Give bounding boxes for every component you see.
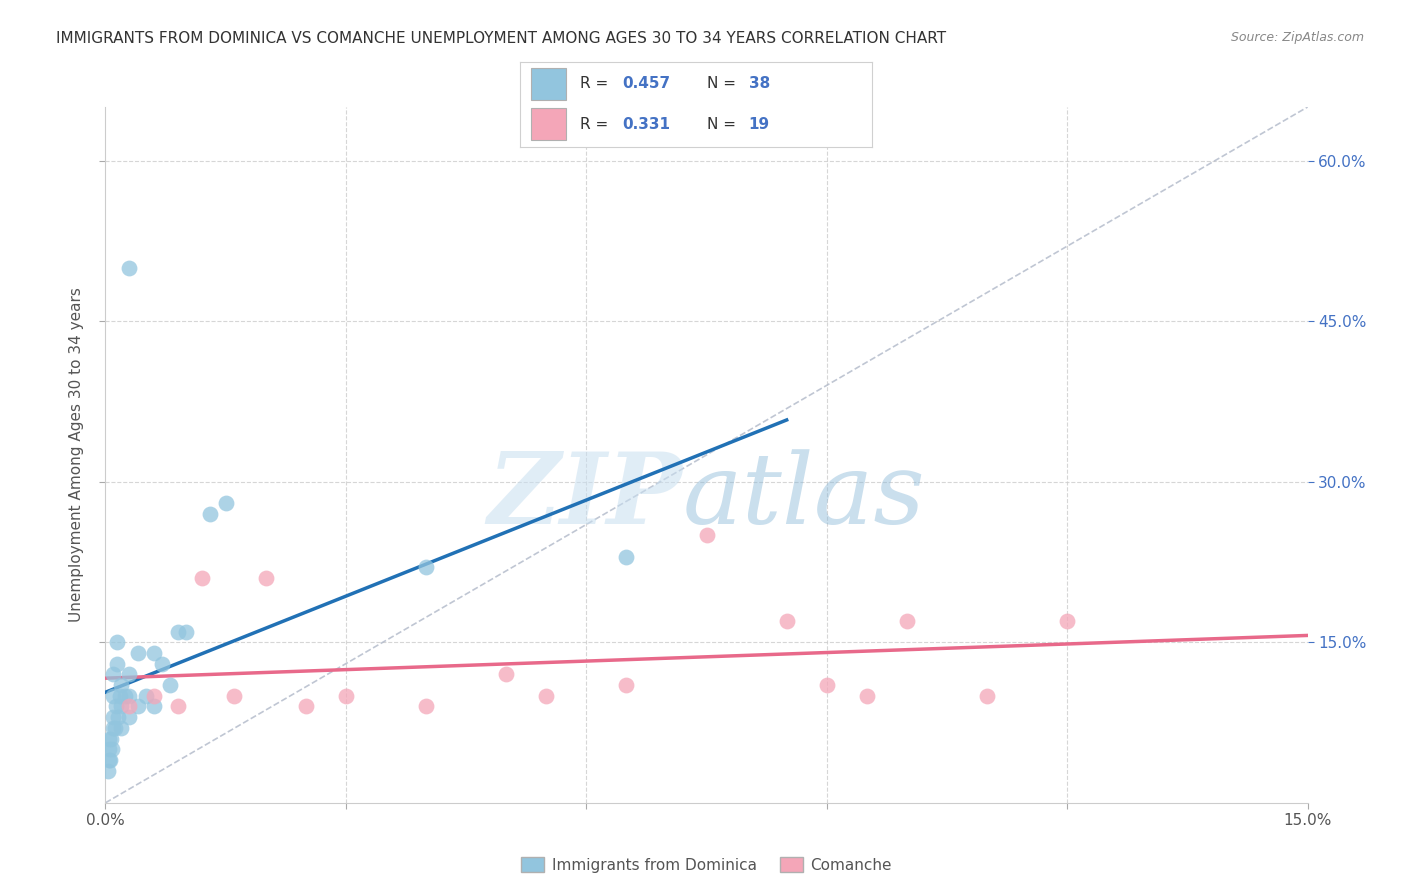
Bar — [531, 68, 565, 100]
Point — [107, 635, 129, 649]
Text: R =: R = — [581, 117, 613, 132]
Point — [415, 560, 437, 574]
Point — [815, 678, 838, 692]
Point — [415, 699, 437, 714]
Text: atlas: atlas — [682, 449, 925, 544]
Point — [166, 699, 188, 714]
Point — [776, 614, 799, 628]
Point — [855, 689, 877, 703]
Point — [114, 689, 136, 703]
Point — [97, 753, 120, 767]
Point — [142, 699, 165, 714]
Point — [616, 678, 638, 692]
Point — [110, 699, 132, 714]
Point — [104, 721, 127, 735]
Point — [101, 721, 124, 735]
Y-axis label: Unemployment Among Ages 30 to 34 years: Unemployment Among Ages 30 to 34 years — [69, 287, 84, 623]
Point — [118, 260, 141, 275]
Point — [98, 742, 121, 756]
Point — [118, 710, 141, 724]
Point — [142, 689, 165, 703]
Point — [118, 699, 141, 714]
Point — [150, 657, 173, 671]
Text: 38: 38 — [749, 76, 770, 91]
Text: Source: ZipAtlas.com: Source: ZipAtlas.com — [1230, 31, 1364, 45]
Point — [101, 742, 124, 756]
Point — [104, 699, 127, 714]
Point — [97, 764, 120, 778]
Point — [534, 689, 557, 703]
Point — [696, 528, 718, 542]
Point — [103, 710, 125, 724]
Point — [103, 667, 125, 681]
Bar — [531, 108, 565, 140]
Point — [190, 571, 212, 585]
Point — [110, 721, 132, 735]
Point — [295, 699, 318, 714]
Text: 0.331: 0.331 — [621, 117, 671, 132]
Point — [896, 614, 918, 628]
Point — [335, 689, 357, 703]
Text: N =: N = — [707, 76, 741, 91]
Text: R =: R = — [581, 76, 613, 91]
Point — [98, 753, 121, 767]
Point — [108, 689, 131, 703]
Point — [103, 689, 125, 703]
Point — [159, 678, 181, 692]
Point — [616, 549, 638, 564]
Point — [107, 710, 129, 724]
Text: IMMIGRANTS FROM DOMINICA VS COMANCHE UNEMPLOYMENT AMONG AGES 30 TO 34 YEARS CORR: IMMIGRANTS FROM DOMINICA VS COMANCHE UNE… — [56, 31, 946, 46]
Legend: Immigrants from Dominica, Comanche: Immigrants from Dominica, Comanche — [515, 850, 898, 879]
Point — [107, 657, 129, 671]
Point — [118, 689, 141, 703]
Point — [1056, 614, 1078, 628]
Point — [174, 624, 197, 639]
Point — [198, 507, 221, 521]
Point — [127, 699, 149, 714]
Point — [98, 731, 121, 746]
Point — [142, 646, 165, 660]
Point — [166, 624, 188, 639]
Point — [110, 678, 132, 692]
Point — [135, 689, 157, 703]
Text: N =: N = — [707, 117, 741, 132]
Point — [100, 731, 122, 746]
Point — [127, 646, 149, 660]
Point — [495, 667, 517, 681]
Text: ZIP: ZIP — [488, 449, 682, 545]
Point — [222, 689, 245, 703]
Point — [976, 689, 998, 703]
Text: 19: 19 — [749, 117, 770, 132]
Point — [214, 496, 236, 510]
Point — [118, 667, 141, 681]
Point — [254, 571, 277, 585]
Text: 0.457: 0.457 — [621, 76, 671, 91]
